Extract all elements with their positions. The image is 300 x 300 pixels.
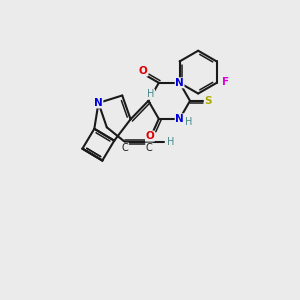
Text: S: S [205,96,212,106]
Text: C: C [146,143,152,153]
Text: N: N [175,78,184,88]
Text: O: O [146,131,154,141]
Text: C: C [122,143,129,153]
Text: H: H [147,89,154,99]
Text: N: N [175,114,184,124]
Text: F: F [222,77,229,87]
Text: H: H [167,137,174,147]
Text: O: O [139,66,148,76]
Text: N: N [94,98,103,108]
Text: H: H [185,117,192,128]
